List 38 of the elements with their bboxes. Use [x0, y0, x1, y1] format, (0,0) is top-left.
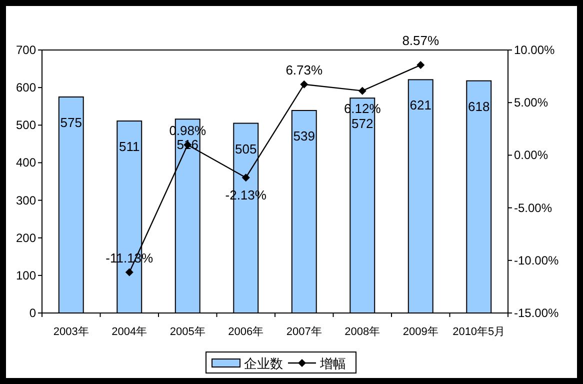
legend-label: 增幅: [319, 356, 346, 371]
data-label: 511: [119, 139, 140, 154]
x-tick-label: 2009年: [402, 326, 438, 338]
y2-tick-label: -5.00%: [514, 200, 552, 215]
point: [125, 268, 134, 276]
y2-tick-label: 0.00%: [514, 148, 548, 162]
y2-tick-label: 10.00%: [514, 43, 556, 57]
data-label: 575: [60, 114, 82, 130]
y-tick-label: 500: [16, 118, 36, 132]
x-tick-label: 2007年: [286, 326, 322, 338]
point: [358, 86, 366, 95]
y-tick-label: 200: [16, 230, 36, 245]
x-tick-label: 2005年: [170, 326, 206, 338]
data-label: 6.73%: [286, 62, 323, 78]
x-tick-label: 2008年: [344, 326, 380, 338]
x-tick-label: 2006年: [228, 326, 264, 338]
x-tick-label: 2010年5月: [452, 326, 506, 338]
data-label: 621: [410, 98, 432, 113]
data-label: 618: [468, 98, 490, 114]
data-label: 539: [293, 128, 315, 144]
y2-tick-label: -10.00%: [514, 253, 560, 268]
y-tick-label: 600: [16, 80, 36, 95]
x-tick-label: 2003年: [53, 326, 89, 338]
y-tick-label: 700: [16, 43, 36, 57]
y-tick-label: 100: [16, 268, 36, 282]
point: [300, 80, 308, 88]
y-tick-label: 300: [16, 193, 36, 208]
data-label: 505: [235, 141, 257, 156]
y-tick-label: 0: [29, 306, 36, 320]
point: [416, 61, 425, 70]
legend-label: 企业数: [244, 356, 283, 371]
y2-tick-label: -15.00%: [514, 306, 560, 320]
x-tick-label: 2004年: [112, 326, 148, 338]
point: [242, 174, 250, 182]
data-label: 8.57%: [402, 33, 440, 48]
data-label: 572: [352, 116, 374, 132]
y-tick-label: 400: [16, 156, 36, 170]
y2-tick-label: 5.00%: [514, 96, 548, 110]
